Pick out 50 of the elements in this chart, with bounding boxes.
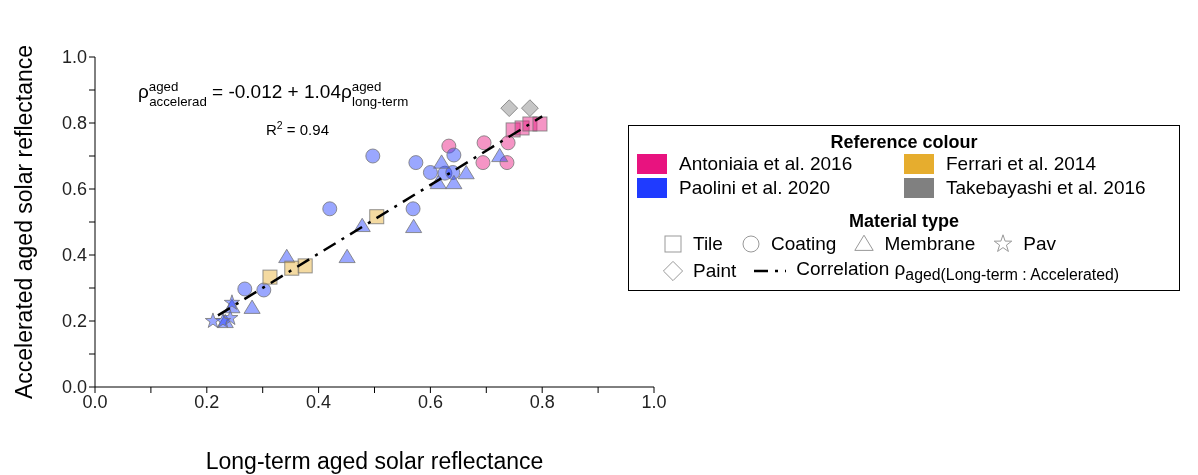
legend-title: Reference colour bbox=[829, 132, 979, 153]
point bbox=[405, 218, 423, 234]
legend-label: Takebayashi et al. 2016 bbox=[946, 177, 1146, 199]
text: Coating bbox=[770, 233, 837, 255]
point bbox=[500, 99, 519, 118]
x-tick-label: 0.4 bbox=[306, 391, 332, 412]
x-tick-label: 0.6 bbox=[417, 391, 443, 412]
point bbox=[476, 135, 492, 151]
point bbox=[405, 201, 421, 217]
legend-label: Ferrari et al. 2014 bbox=[946, 153, 1096, 175]
text: Pav bbox=[1023, 233, 1056, 255]
point bbox=[338, 248, 356, 264]
point bbox=[204, 312, 222, 329]
y-tick-label: 1.0 bbox=[61, 47, 87, 68]
legend-label: Correlation ρ$_{aged(Long-term : Accelerated)}$ bbox=[796, 258, 1120, 284]
annotation: R$^{2}$ = 0.94 bbox=[266, 119, 329, 138]
point bbox=[256, 282, 272, 298]
x-tick-label: 0.2 bbox=[194, 391, 220, 412]
point bbox=[284, 260, 300, 276]
point bbox=[365, 148, 381, 164]
legend-label: Paolini et al. 2020 bbox=[679, 177, 831, 199]
point bbox=[422, 165, 438, 180]
point bbox=[445, 174, 463, 190]
y-tick-label: 0.2 bbox=[61, 311, 87, 332]
point bbox=[521, 99, 539, 118]
y-axis-title: Accelerated aged solar reflectance bbox=[11, 44, 37, 400]
x-axis-title: Long-term aged solar reflectance bbox=[205, 448, 544, 474]
point bbox=[532, 116, 548, 132]
point bbox=[243, 299, 261, 314]
text: Paint bbox=[693, 259, 737, 282]
x-tick-label: 0.8 bbox=[529, 391, 555, 412]
x-tick-label: 1.0 bbox=[641, 391, 667, 412]
y-tick-label: 0.6 bbox=[61, 179, 87, 200]
point bbox=[457, 164, 475, 180]
text: Tile bbox=[693, 233, 723, 255]
y-tick-label: 0.4 bbox=[61, 245, 87, 266]
point bbox=[408, 155, 424, 171]
point bbox=[500, 135, 516, 151]
point bbox=[322, 201, 338, 217]
y-tick-label: 0.8 bbox=[61, 113, 87, 134]
point bbox=[262, 269, 278, 285]
point bbox=[491, 147, 509, 163]
point bbox=[446, 147, 462, 163]
point bbox=[223, 294, 241, 310]
point bbox=[475, 155, 491, 171]
legend-label: Antoniaia et al. 2016 bbox=[679, 153, 853, 175]
point bbox=[237, 281, 253, 297]
text: Material type bbox=[847, 211, 960, 232]
text: Membrane bbox=[884, 233, 976, 255]
point bbox=[433, 154, 451, 169]
